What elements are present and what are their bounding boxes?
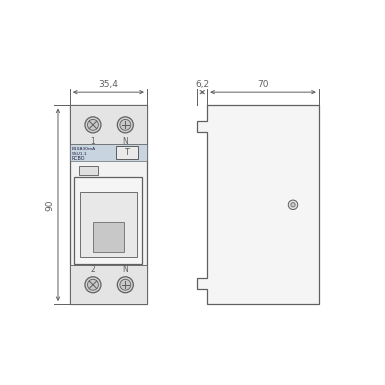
Text: N: N	[122, 137, 128, 146]
Circle shape	[85, 277, 101, 293]
Bar	[93, 223, 124, 252]
Circle shape	[120, 119, 131, 130]
Text: 5SU1.1: 5SU1.1	[71, 152, 87, 156]
Bar	[116, 146, 138, 159]
Text: 1: 1	[90, 137, 95, 146]
Bar	[80, 192, 137, 257]
Text: 2: 2	[90, 265, 95, 274]
Text: 6,2: 6,2	[195, 80, 209, 89]
Bar	[74, 177, 142, 264]
Circle shape	[120, 279, 131, 290]
Circle shape	[291, 203, 295, 207]
Circle shape	[117, 277, 133, 293]
Text: RCBO: RCBO	[71, 156, 85, 161]
Bar	[70, 105, 147, 144]
Polygon shape	[197, 105, 319, 304]
Text: T: T	[124, 148, 129, 157]
Bar	[70, 265, 147, 304]
Bar	[70, 105, 147, 304]
Text: 35,4: 35,4	[99, 80, 118, 89]
Text: B10A30mA: B10A30mA	[71, 147, 95, 151]
Circle shape	[288, 200, 298, 209]
Text: 90: 90	[45, 199, 54, 211]
Bar	[79, 166, 98, 175]
Circle shape	[117, 117, 133, 133]
Circle shape	[87, 119, 99, 130]
Circle shape	[85, 117, 101, 133]
Text: N: N	[122, 265, 128, 274]
Circle shape	[87, 279, 99, 290]
Bar	[70, 144, 147, 161]
Text: 70: 70	[257, 80, 269, 89]
